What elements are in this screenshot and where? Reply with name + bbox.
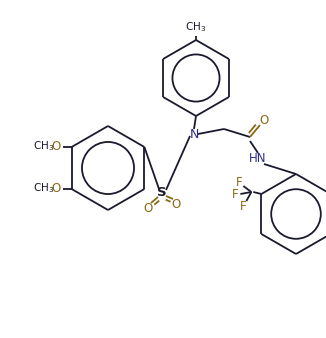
Text: O: O (143, 201, 153, 215)
Text: HN: HN (249, 152, 267, 166)
Text: O: O (52, 141, 61, 153)
Text: O: O (52, 183, 61, 195)
Text: CH$_3$: CH$_3$ (185, 20, 207, 34)
Text: O: O (171, 197, 181, 211)
Text: CH$_3$: CH$_3$ (33, 181, 55, 195)
Text: N: N (189, 127, 199, 141)
Text: F: F (232, 188, 239, 200)
Text: S: S (157, 186, 167, 198)
Text: F: F (240, 199, 247, 213)
Text: CH$_3$: CH$_3$ (33, 139, 55, 153)
Text: O: O (259, 115, 269, 127)
Text: F: F (236, 175, 243, 189)
